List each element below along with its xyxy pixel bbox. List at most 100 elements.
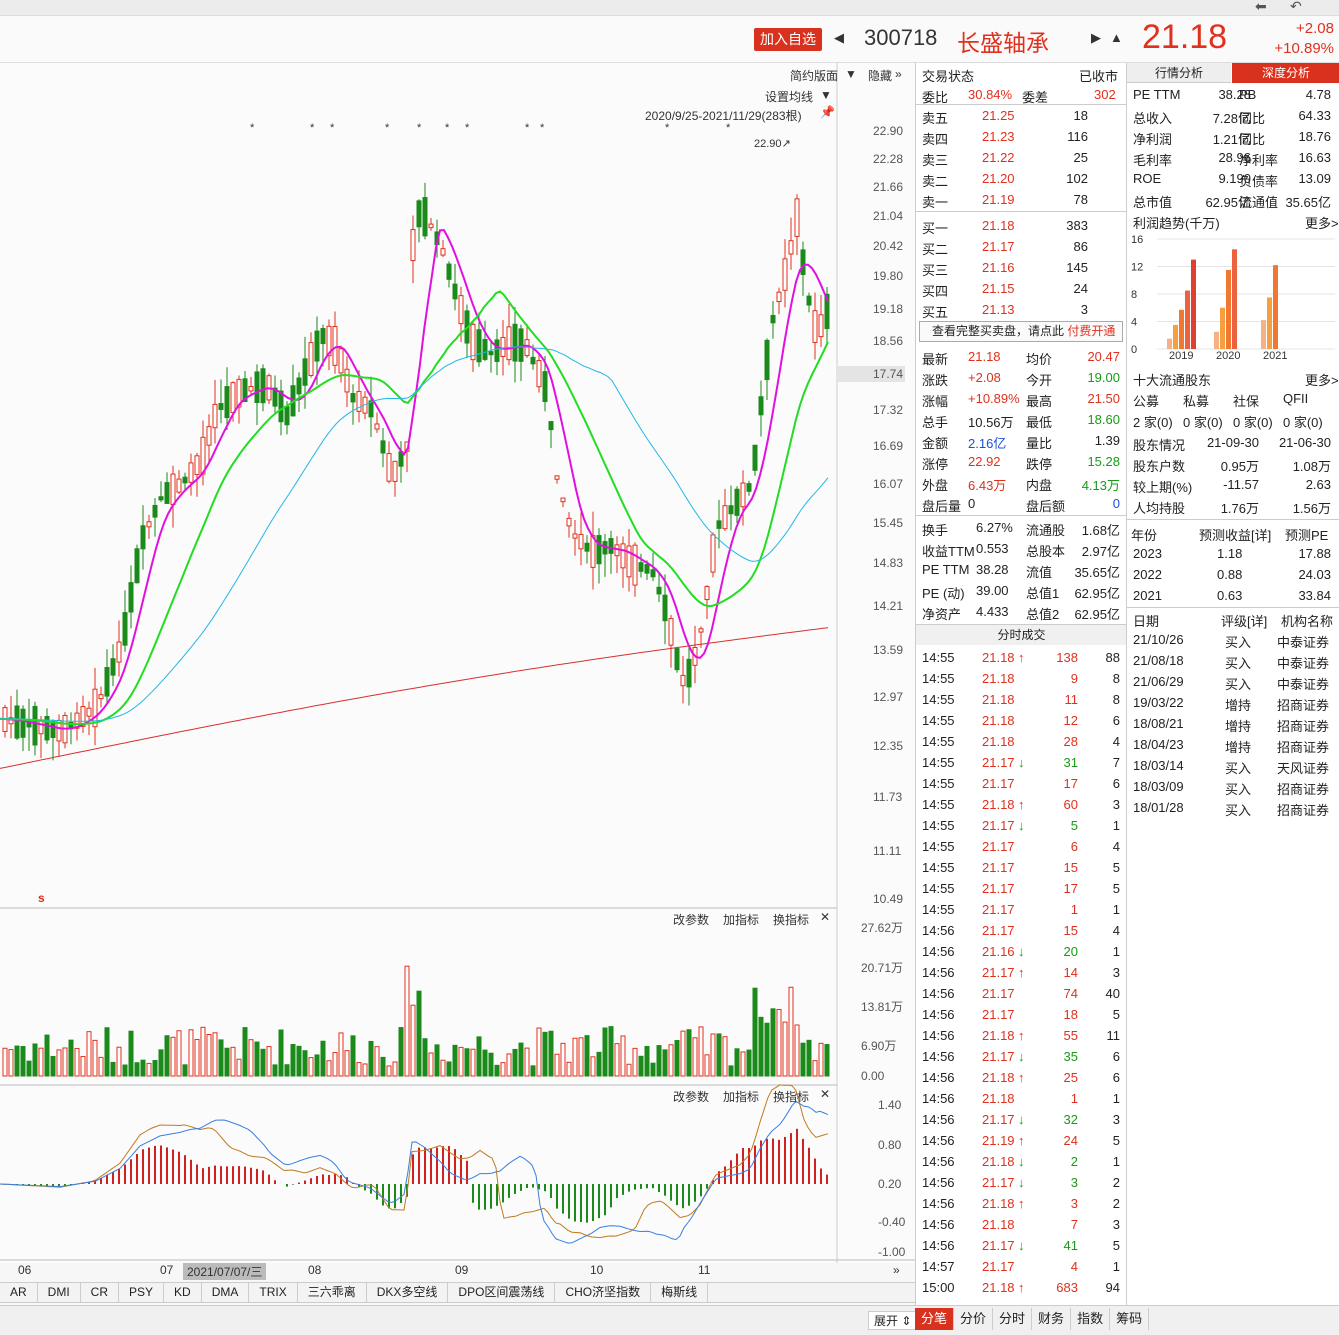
- vol-switch-indicator[interactable]: 换指标: [773, 913, 810, 927]
- tab-deep[interactable]: 深度分析: [1232, 63, 1339, 83]
- undo-icon[interactable]: ↶: [1290, 0, 1302, 14]
- double-chevron-icon[interactable]: »: [893, 1263, 900, 1277]
- profit-bar: [1173, 324, 1178, 349]
- indicator-tab[interactable]: TRIX: [249, 1283, 298, 1302]
- volume-bar: [80, 1056, 86, 1077]
- tick-count: 5: [1112, 1007, 1120, 1022]
- indicator-tab[interactable]: 三六乖离: [298, 1283, 367, 1302]
- upgrade-link[interactable]: 付费开通: [1067, 324, 1116, 338]
- kline-svg[interactable]: 22.90 22.28 21.66 21.04 20.42 19.80 19.18 18.56…: [0, 63, 915, 1263]
- cell: 中泰证券: [1277, 635, 1330, 650]
- full-orderbook-text: 查看完整买卖盘，请点此: [932, 324, 1068, 338]
- double-chevron-icon[interactable]: »: [895, 67, 902, 81]
- macd-edit-params[interactable]: 改参数: [673, 1090, 710, 1104]
- bottom-tab[interactable]: 财务: [1032, 1308, 1072, 1330]
- expand-button[interactable]: 展开 ⇕: [868, 1311, 918, 1330]
- close-icon[interactable]: ✕: [820, 910, 831, 924]
- cell: PE (动): [922, 586, 965, 601]
- cell: 招商证券: [1277, 698, 1330, 713]
- indicator-tab[interactable]: DKX多空线: [367, 1283, 449, 1302]
- fin-row: 总市值 62.95亿 流通值 35.65亿: [1127, 189, 1339, 210]
- cell: 中泰证券: [1277, 656, 1330, 671]
- candle-body: [158, 496, 164, 501]
- prev-stock-icon[interactable]: ◀: [834, 30, 844, 45]
- profit-ytick: 4: [1131, 317, 1137, 329]
- volume-bar: [176, 1030, 182, 1077]
- macd-switch-indicator[interactable]: 换指标: [773, 1090, 810, 1104]
- ma-settings-button[interactable]: 设置均线: [765, 90, 814, 104]
- pin-icon[interactable]: ▲: [1110, 30, 1123, 45]
- candle-body: [146, 521, 152, 528]
- volume-bar: [62, 1047, 68, 1077]
- dropdown-icon[interactable]: ▼: [820, 88, 832, 102]
- cell: 22.92: [968, 454, 1001, 469]
- candle-body: [38, 719, 44, 735]
- tick-volume: 41: [1063, 1238, 1078, 1253]
- indicator-tab[interactable]: AR: [0, 1283, 38, 1302]
- cell: 卖二: [922, 174, 949, 189]
- bottom-tab[interactable]: 分时: [993, 1308, 1033, 1330]
- vol-edit-params[interactable]: 改参数: [673, 913, 710, 927]
- indicator-tab[interactable]: DMA: [202, 1283, 250, 1302]
- add-favorite-button[interactable]: 加入自选: [754, 28, 822, 51]
- bottom-tab[interactable]: 分笔: [915, 1308, 955, 1330]
- tick-count: 40: [1105, 986, 1120, 1001]
- rating-row: 18/08/21 增持 招商证券: [1127, 713, 1339, 734]
- tick-row: 14:56 21.18 ↑ 3 2: [916, 1193, 1127, 1214]
- indicator-tab[interactable]: 梅斯线: [651, 1283, 709, 1302]
- tick-row: 14:55 21.18 11 8: [916, 689, 1127, 710]
- next-stock-icon[interactable]: ▶: [1091, 30, 1101, 45]
- candle-body: [770, 314, 776, 324]
- bottom-tab[interactable]: 指数: [1071, 1308, 1111, 1330]
- indicator-tab[interactable]: DPO区间震荡线: [448, 1283, 556, 1302]
- price-tick: 21.66: [873, 180, 903, 194]
- profit-chart: 16 12 8 4 0 2019 2020 2021: [1131, 234, 1335, 361]
- volume-bar: [44, 1034, 50, 1077]
- volume-bar: [752, 987, 758, 1077]
- indicator-tab[interactable]: PSY: [119, 1283, 165, 1302]
- volume-bar: [518, 1042, 524, 1077]
- cell: 2022: [1133, 567, 1162, 582]
- indicator-tab[interactable]: CHO济坚指数: [555, 1283, 652, 1302]
- close-icon[interactable]: ✕: [820, 1087, 831, 1101]
- full-orderbook-button[interactable]: 查看完整买卖盘，请点此 付费开通: [919, 321, 1123, 342]
- cell: 买入: [1225, 656, 1252, 671]
- hide-button[interactable]: 隐藏: [868, 69, 893, 83]
- candle-body: [368, 400, 374, 418]
- pin-icon[interactable]: 📌: [820, 105, 835, 119]
- tick-volume: 3: [1070, 1196, 1078, 1211]
- separator: [1127, 607, 1339, 608]
- indicator-tab[interactable]: DMI: [38, 1283, 81, 1302]
- tick-time: 14:56: [922, 1133, 955, 1148]
- cell: 19.00: [1087, 370, 1120, 385]
- volume-bar: [524, 1047, 530, 1077]
- volume-bar: [698, 1026, 704, 1077]
- dropdown-icon[interactable]: ▼: [845, 67, 857, 81]
- back-icon[interactable]: ⬅: [1255, 0, 1267, 14]
- ask-volume: 102: [1066, 171, 1088, 186]
- candle-body: [722, 505, 728, 530]
- price-tick: 12.97: [873, 690, 903, 704]
- tick-row: 14:56 21.17 ↓ 3 2: [916, 1172, 1127, 1193]
- cell: 1.68亿: [1081, 523, 1120, 538]
- volume-bar: [776, 1008, 782, 1077]
- tick-row: 14:56 21.17 ↑ 14 3: [916, 962, 1127, 983]
- volume-bar: [278, 1029, 284, 1077]
- cell: 日期: [1133, 614, 1160, 629]
- event-marker: *: [465, 122, 470, 134]
- tick-row: 14:56 21.16 ↓ 20 1: [916, 941, 1127, 962]
- kline-chart[interactable]: 22.90 22.28 21.66 21.04 20.42 19.80 19.18 18.56…: [0, 63, 915, 1280]
- vol-add-indicator[interactable]: 加指标: [723, 913, 760, 927]
- bottom-tab[interactable]: 筹码: [1110, 1308, 1150, 1330]
- simple-layout-button[interactable]: 简约版面: [790, 69, 839, 83]
- indicator-tab[interactable]: KD: [164, 1283, 202, 1302]
- profit-bar: [1191, 259, 1196, 349]
- tab-market[interactable]: 行情分析: [1127, 63, 1231, 83]
- macd-add-indicator[interactable]: 加指标: [723, 1090, 760, 1104]
- volume-bar: [446, 1061, 452, 1077]
- profit-bar: [1220, 307, 1225, 349]
- bottom-tab[interactable]: 分价: [954, 1308, 994, 1330]
- indicator-tab[interactable]: CR: [81, 1283, 120, 1302]
- volume-bar: [626, 1063, 632, 1077]
- volume-bar: [584, 1035, 590, 1077]
